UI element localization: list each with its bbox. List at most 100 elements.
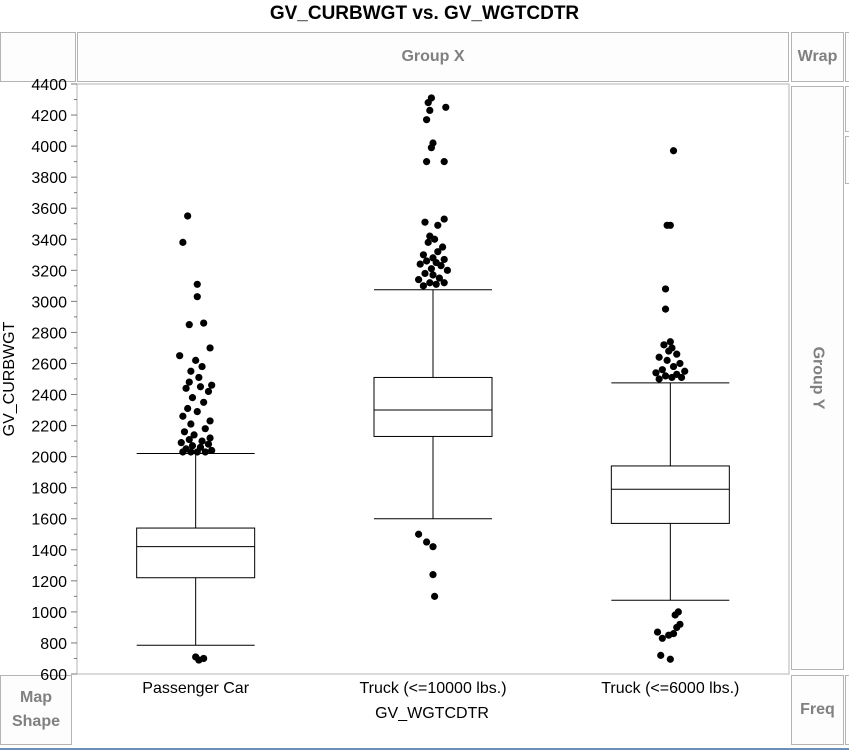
y-tick-label: 4200 bbox=[31, 108, 67, 125]
outlier-point bbox=[196, 443, 205, 451]
outlier-point bbox=[655, 375, 663, 383]
x-category-label: Passenger Car bbox=[142, 680, 249, 697]
outlier-point bbox=[440, 255, 448, 264]
outlier-point bbox=[193, 280, 201, 288]
outlier-point bbox=[196, 383, 205, 391]
outlier-point bbox=[673, 350, 681, 358]
outlier-point bbox=[437, 262, 445, 270]
outlier-point bbox=[655, 353, 663, 361]
outlier-point bbox=[442, 103, 450, 111]
outlier-point bbox=[429, 543, 437, 551]
outlier-point bbox=[666, 338, 674, 346]
overlay-zone-stub[interactable] bbox=[845, 32, 849, 82]
y-tick-label: 2800 bbox=[31, 325, 67, 342]
outlier-point bbox=[415, 276, 423, 284]
box-iqr bbox=[136, 527, 256, 579]
group-y-zone[interactable]: Group Y bbox=[791, 86, 844, 670]
left-zone-strip[interactable] bbox=[0, 32, 76, 82]
right-stub-3[interactable] bbox=[845, 675, 849, 745]
y-tick-label: 3800 bbox=[31, 170, 67, 187]
outlier-point bbox=[198, 362, 206, 371]
outlier-point bbox=[669, 630, 678, 638]
outlier-point bbox=[426, 106, 434, 114]
outlier-point bbox=[176, 352, 184, 360]
outlier-point bbox=[673, 370, 681, 378]
y-tick-label: 2000 bbox=[31, 450, 67, 467]
boxes-layer bbox=[136, 94, 730, 664]
outlier-point bbox=[663, 221, 671, 229]
map-shape-zone[interactable]: Map Shape bbox=[0, 675, 72, 745]
y-tick-label: 3000 bbox=[31, 294, 67, 311]
outlier-point bbox=[429, 271, 437, 279]
outlier-point bbox=[204, 440, 213, 448]
outlier-point bbox=[434, 221, 442, 229]
y-tick-label: 800 bbox=[40, 636, 67, 653]
outlier-point bbox=[676, 620, 684, 628]
outlier-point bbox=[431, 235, 439, 243]
group-x-zone[interactable]: Group X bbox=[77, 32, 789, 82]
outlier-point bbox=[198, 437, 206, 445]
outlier-point bbox=[193, 293, 201, 301]
group-y-label: Group Y bbox=[809, 346, 827, 410]
outlier-point bbox=[415, 530, 423, 538]
outlier-point bbox=[677, 373, 686, 382]
outlier-point bbox=[423, 158, 431, 166]
y-tick-label: 2200 bbox=[31, 419, 67, 436]
outlier-point bbox=[185, 435, 193, 444]
outlier-point bbox=[669, 147, 678, 155]
outlier-point bbox=[427, 144, 435, 152]
outlier-point bbox=[188, 394, 197, 402]
y-tick-label: 1000 bbox=[31, 605, 67, 622]
outlier-point bbox=[429, 571, 437, 579]
outlier-point bbox=[429, 254, 437, 262]
outlier-point bbox=[671, 611, 679, 619]
outlier-point bbox=[435, 274, 443, 282]
outlier-point bbox=[676, 359, 684, 368]
outlier-point bbox=[179, 412, 187, 420]
window-bottom-rule bbox=[0, 748, 849, 750]
x-category-label: Truck (<=6000 lbs.) bbox=[601, 680, 739, 697]
outlier-point bbox=[653, 628, 662, 636]
outlier-point bbox=[190, 431, 198, 439]
y-tick-label: 1400 bbox=[31, 543, 67, 560]
outlier-point bbox=[195, 656, 203, 664]
x-category-label: Truck (<=10000 lbs.) bbox=[359, 680, 506, 697]
x-axis: Passenger Car Truck (<=10000 lbs.) Truck (… bbox=[142, 680, 739, 697]
y-tick-label: 3200 bbox=[31, 263, 67, 280]
outlier-point bbox=[206, 434, 214, 442]
outlier-point bbox=[652, 369, 660, 377]
outlier-point bbox=[204, 387, 213, 396]
right-stub-1[interactable] bbox=[845, 86, 849, 132]
y-tick-label: 2600 bbox=[31, 356, 67, 373]
wrap-zone[interactable]: Wrap bbox=[791, 32, 844, 82]
outlier-point bbox=[193, 448, 201, 456]
outlier-point bbox=[427, 265, 435, 273]
outlier-point bbox=[681, 367, 689, 375]
freq-zone[interactable]: Freq bbox=[791, 675, 844, 745]
outlier-point bbox=[661, 285, 670, 293]
outlier-point bbox=[668, 344, 676, 352]
outlier-point bbox=[424, 238, 432, 246]
outlier-point bbox=[668, 373, 676, 382]
outlier-point bbox=[179, 238, 187, 246]
outlier-point bbox=[185, 378, 193, 386]
y-axis-label: GV_CURBWGT bbox=[1, 321, 18, 436]
y-axis: 6008001000120014001600180020002200240026… bbox=[31, 77, 77, 684]
outlier-point bbox=[669, 362, 678, 371]
outlier-point bbox=[443, 266, 451, 274]
outlier-point bbox=[177, 439, 185, 447]
outlier-point bbox=[431, 592, 439, 600]
plot-frame bbox=[76, 83, 790, 675]
outlier-point bbox=[426, 279, 434, 287]
group-x-label: Group X bbox=[401, 48, 465, 65]
right-stub-2[interactable] bbox=[845, 136, 849, 184]
outlier-point bbox=[182, 445, 190, 453]
outlier-point bbox=[440, 215, 448, 223]
outlier-point bbox=[665, 631, 673, 639]
outlier-point bbox=[184, 212, 192, 220]
outlier-point bbox=[673, 623, 681, 632]
outlier-point bbox=[424, 99, 432, 107]
outlier-point bbox=[661, 305, 670, 313]
outlier-point bbox=[200, 654, 208, 663]
